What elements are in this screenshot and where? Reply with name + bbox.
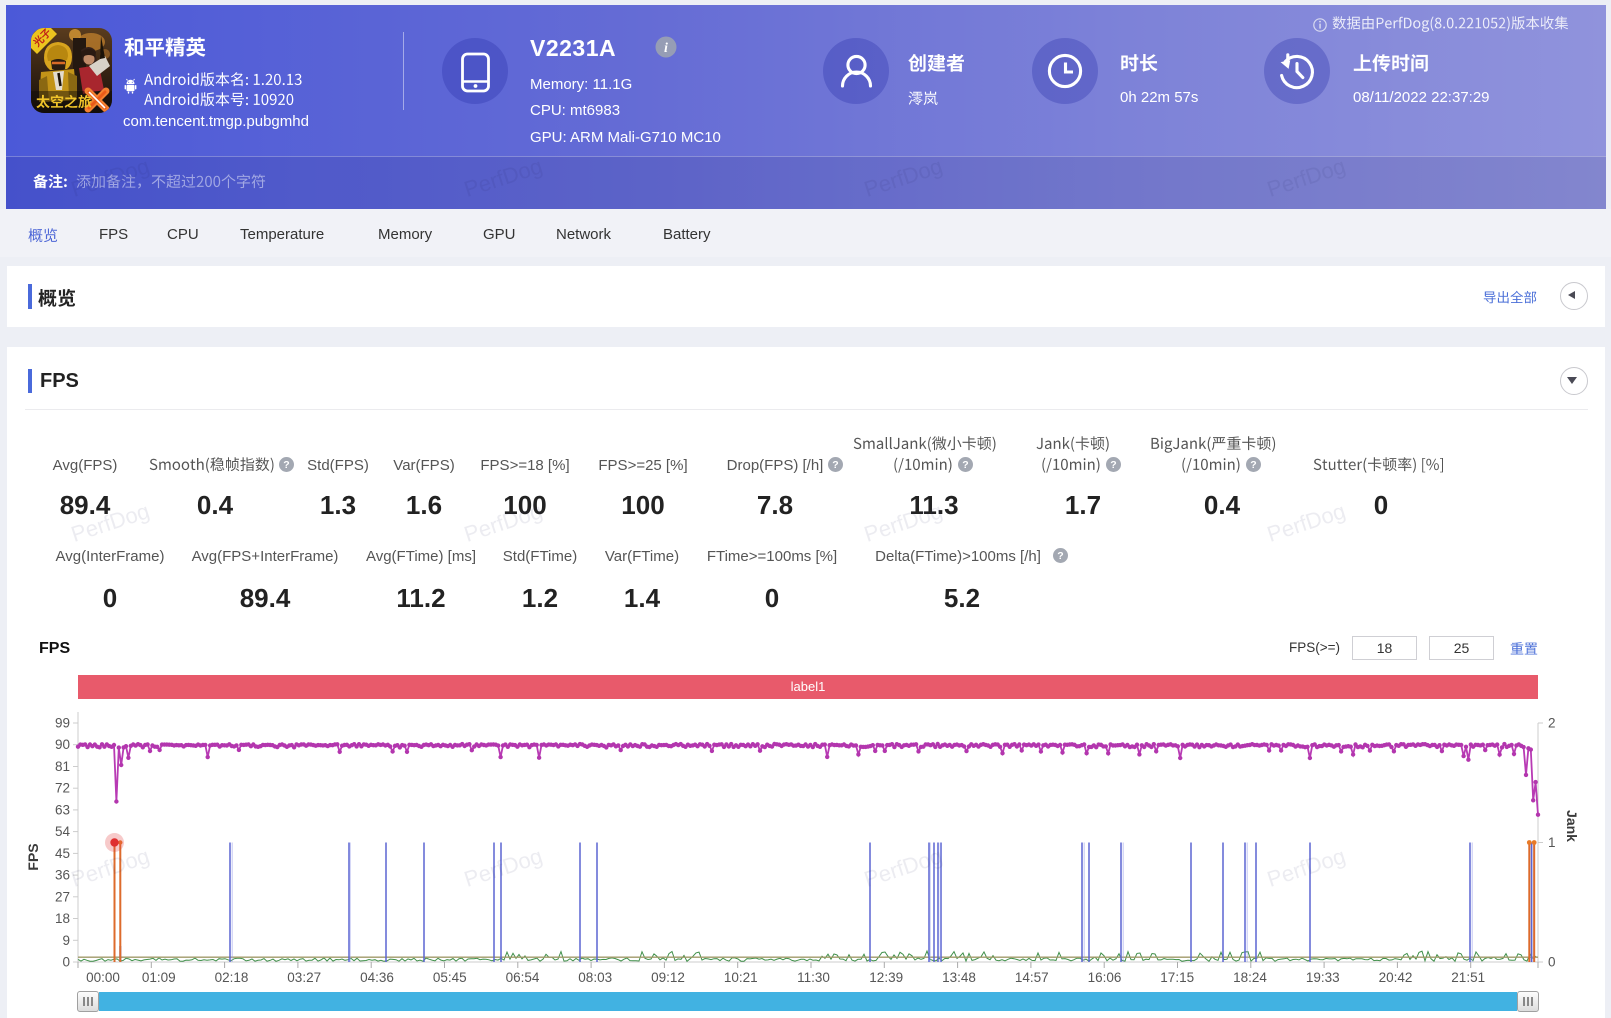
svg-text:1: 1 xyxy=(1548,835,1556,850)
svg-text:04:36: 04:36 xyxy=(360,970,394,985)
svg-text:0: 0 xyxy=(62,955,70,970)
svg-text:45: 45 xyxy=(55,846,70,861)
svg-text:01:09: 01:09 xyxy=(142,970,176,985)
svg-text:14:57: 14:57 xyxy=(1015,970,1049,985)
svg-text:12:39: 12:39 xyxy=(869,970,903,985)
svg-text:?: ? xyxy=(1110,459,1116,471)
svg-text:?: ? xyxy=(962,459,968,471)
svg-text:FPS: FPS xyxy=(25,843,41,870)
svg-text:81: 81 xyxy=(55,759,70,774)
svg-text:00:00: 00:00 xyxy=(86,970,120,985)
svg-text:21:51: 21:51 xyxy=(1451,970,1485,985)
svg-text:17:15: 17:15 xyxy=(1160,970,1194,985)
svg-text:90: 90 xyxy=(55,737,70,752)
svg-text:27: 27 xyxy=(55,889,70,904)
svg-text:10:21: 10:21 xyxy=(724,970,758,985)
svg-text:20:42: 20:42 xyxy=(1379,970,1413,985)
svg-text:18: 18 xyxy=(55,911,70,926)
svg-text:72: 72 xyxy=(55,781,70,796)
svg-text:63: 63 xyxy=(55,802,70,817)
svg-text:03:27: 03:27 xyxy=(287,970,321,985)
svg-text:06:54: 06:54 xyxy=(506,970,540,985)
svg-text:Jank: Jank xyxy=(1564,810,1580,842)
svg-text:0: 0 xyxy=(1548,955,1556,970)
svg-text:02:18: 02:18 xyxy=(215,970,249,985)
svg-text:9: 9 xyxy=(62,933,70,948)
svg-text:2: 2 xyxy=(1548,716,1556,731)
svg-text:11:30: 11:30 xyxy=(797,970,830,985)
svg-text:08:03: 08:03 xyxy=(578,970,612,985)
svg-text:?: ? xyxy=(1057,550,1063,562)
svg-text:?: ? xyxy=(283,459,289,471)
svg-text:i: i xyxy=(664,41,668,56)
svg-text:19:33: 19:33 xyxy=(1306,970,1340,985)
svg-text:13:48: 13:48 xyxy=(942,970,976,985)
svg-text:99: 99 xyxy=(55,716,70,731)
svg-text:54: 54 xyxy=(55,824,71,839)
svg-text:18:24: 18:24 xyxy=(1233,970,1267,985)
svg-text:05:45: 05:45 xyxy=(433,970,467,985)
svg-text:?: ? xyxy=(832,459,838,471)
svg-text:09:12: 09:12 xyxy=(651,970,685,985)
svg-text:?: ? xyxy=(1250,459,1256,471)
svg-text:36: 36 xyxy=(55,868,70,883)
svg-text:16:06: 16:06 xyxy=(1088,970,1122,985)
